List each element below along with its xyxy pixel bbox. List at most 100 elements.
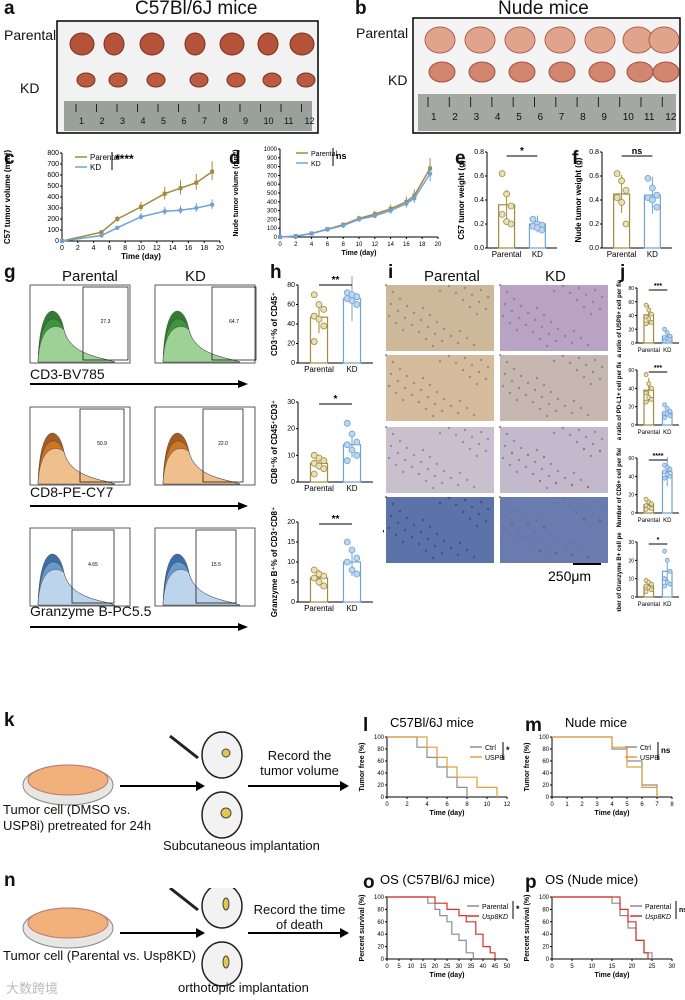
y-tick-label: 500 (267, 191, 278, 197)
y-tick-label: 400 (267, 200, 278, 206)
y-tick-label: 80 (628, 286, 634, 292)
record-text-n: Record the time of death (253, 902, 346, 932)
panel-label-f: f (572, 148, 579, 169)
marker-arrow-head (238, 502, 248, 510)
nucleus (421, 306, 425, 310)
y-tick-label: 40 (542, 932, 549, 938)
nucleus (561, 496, 565, 500)
ihc-kd (500, 285, 608, 351)
nucleus (410, 323, 414, 327)
y-tick-label: 0 (381, 795, 385, 801)
tumor-kd-a (76, 72, 96, 88)
tumor-parental-b (648, 26, 680, 54)
record-text-k: Record the tumor volume (260, 748, 339, 778)
nucleus (477, 300, 481, 304)
chart-title: OS (Nude mice) (545, 872, 638, 887)
nucleus (510, 309, 514, 313)
data-point (325, 227, 330, 232)
x-tick-label: KD (346, 604, 357, 613)
data-point (646, 381, 652, 387)
ruler-label-b: 1 (431, 112, 437, 123)
nucleus (556, 397, 560, 401)
nucleus (468, 305, 472, 309)
gate-value: 22.0 (218, 441, 228, 447)
legend-label: Parental (645, 904, 672, 911)
nucleus (554, 481, 558, 485)
ruler-label-a: 2 (100, 116, 105, 126)
y-tick-label: 80 (542, 907, 549, 913)
tumor-parental-a (184, 32, 206, 56)
legend-label: USP8i (640, 755, 660, 762)
ruler-label-b: 3 (474, 112, 480, 123)
nucleus (477, 512, 481, 516)
panel-label-i: i (388, 262, 394, 283)
x-tick-label: KD (647, 250, 658, 259)
data-point (320, 582, 328, 590)
x-axis-title: Time (day) (430, 972, 465, 979)
tumor-parental-a (289, 32, 315, 56)
y-tick-label: 0.4 (474, 197, 484, 204)
nucleus (552, 289, 556, 293)
nucleus (503, 372, 507, 376)
nucleus (575, 368, 579, 372)
data-point (348, 566, 356, 574)
nucleus (572, 329, 576, 333)
legend-label: KD (311, 161, 321, 168)
syringe-icon-2 (169, 888, 199, 912)
nucleus (465, 478, 469, 482)
nucleus (484, 519, 488, 523)
data-point (664, 557, 670, 563)
significance-label: ** (332, 514, 340, 525)
nucleus (498, 495, 502, 499)
ruler-label-b: 4 (495, 112, 501, 123)
data-point (649, 581, 654, 587)
y-tick-label: 20 (628, 493, 634, 499)
x-tick-label: 4 (610, 802, 614, 808)
ruler-label-a: 7 (202, 116, 207, 126)
x-tick-label: 10 (137, 245, 145, 252)
nucleus (579, 406, 583, 410)
x-tick-label: 4 (425, 802, 429, 808)
chart-d: 0 2 4 6 8 10 12 14 16 18 2001002003004005006007008… (233, 147, 442, 257)
nucleus (575, 440, 579, 444)
y-tick-label: 0.8 (474, 149, 484, 156)
data-point (662, 548, 667, 554)
y-tick-label: 60 (287, 302, 295, 309)
data-point (178, 186, 183, 191)
nucleus (421, 376, 425, 380)
panel-label-d: d (229, 148, 241, 169)
chart-h1: 0 20 40 60 80 Parental KD ** CD3⁺% of CD45⁺ (270, 275, 373, 374)
y-axis-title: Area ratio of PD-L1+ cell per field (%) (617, 362, 623, 440)
data-point (315, 315, 323, 323)
nucleus (384, 495, 388, 499)
significance-label: * (520, 146, 524, 157)
y-tick-label: 60 (628, 368, 634, 374)
tumor-kd-b (508, 61, 536, 83)
nucleus (470, 293, 474, 297)
nucleus (486, 507, 490, 511)
x-tick-label: 15 (609, 964, 616, 970)
nucleus (417, 472, 421, 476)
y-tick-label: 15 (287, 539, 295, 546)
nucleus (401, 328, 405, 332)
nucleus (417, 330, 421, 334)
y-axis-title: C57 tumor volume (mm³) (3, 150, 12, 245)
nucleus (561, 354, 565, 358)
nucleus (398, 439, 402, 443)
significance-label: * (657, 537, 660, 544)
y-tick-label: 60 (628, 456, 634, 462)
nucleus (600, 365, 604, 369)
x-tick-label: Parental (638, 518, 660, 524)
x-tick-label: 12 (153, 245, 161, 252)
chart-c: 0 2 4 6 8 10 12 14 16 18 2001002003004005006007008… (3, 150, 224, 261)
nucleus (401, 470, 405, 474)
nucleus (389, 514, 393, 518)
gate (211, 286, 257, 361)
data-point (667, 466, 673, 472)
nucleus (572, 399, 576, 403)
x-tick-label: 5 (625, 802, 629, 808)
y-tick-label: 100 (374, 735, 385, 741)
nucleus (396, 451, 400, 455)
data-point (343, 538, 351, 546)
significance-label: ns (679, 907, 685, 914)
